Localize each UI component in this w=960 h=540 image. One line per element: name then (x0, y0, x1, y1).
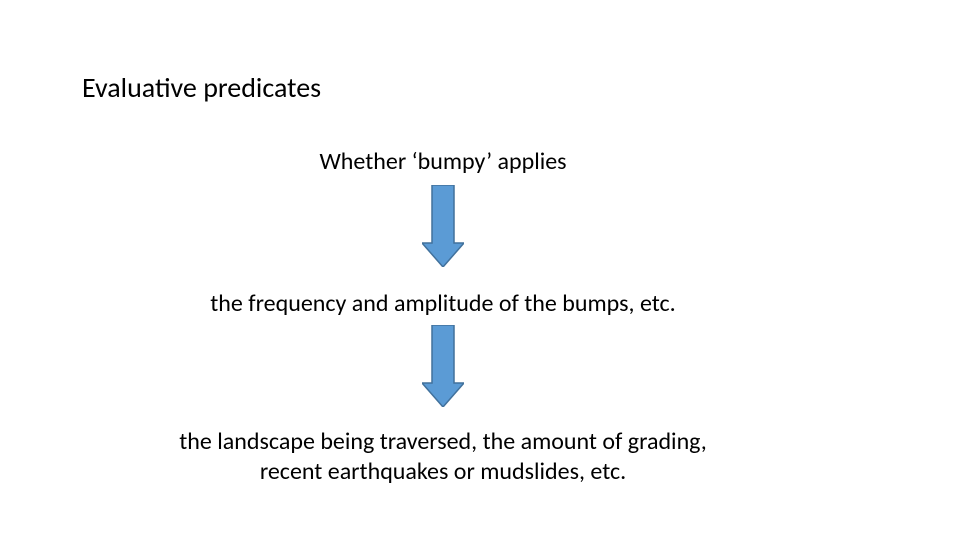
arrow-1 (422, 185, 464, 267)
text-line-2: the frequency and amplitude of the bumps… (93, 289, 793, 319)
text-line-3: the landscape being traversed, the amoun… (93, 427, 793, 487)
text-line-1: Whether ‘bumpy’ applies (193, 147, 693, 177)
down-arrow-icon (422, 185, 464, 267)
slide-title: Evaluative predicates (82, 70, 321, 105)
down-arrow-icon (422, 325, 464, 407)
slide: Evaluative predicates Whether ‘bumpy’ ap… (0, 0, 960, 540)
arrow-2 (422, 325, 464, 407)
